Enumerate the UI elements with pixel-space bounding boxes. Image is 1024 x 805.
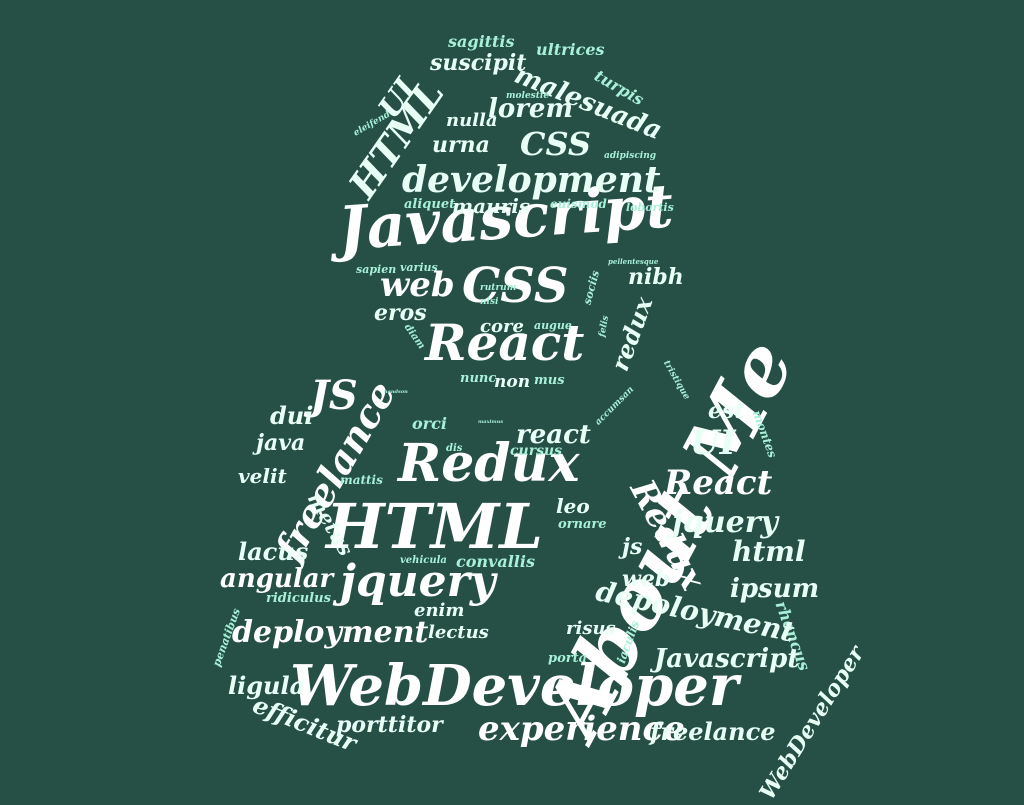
word: deployment [232, 615, 429, 650]
word: handson [384, 389, 408, 395]
word: React [664, 463, 773, 503]
word: non [494, 372, 531, 392]
word: js [622, 534, 643, 560]
word: jquery [340, 556, 496, 607]
word: java [256, 430, 306, 456]
word: sagittis [448, 32, 515, 51]
word: CSS [520, 125, 591, 163]
word: euismod [550, 197, 607, 211]
word: convallis [456, 552, 535, 571]
word: varius [400, 261, 438, 274]
word: ligula [228, 671, 306, 700]
word: vehicula [400, 555, 447, 566]
word: velit [238, 464, 287, 488]
word: porta [548, 651, 588, 666]
word: lorem [488, 94, 573, 124]
word: redux [605, 292, 659, 375]
word: diam [401, 322, 427, 352]
word: Javascript [654, 644, 800, 674]
word: react [516, 420, 591, 450]
word: eros [374, 300, 427, 326]
word: aliquet [404, 197, 456, 212]
word: mattis [340, 473, 383, 487]
word: React [425, 313, 585, 372]
word: CSS [462, 258, 569, 314]
word: nulla [446, 110, 498, 131]
word: dis [446, 443, 463, 454]
word: ipsum [730, 574, 820, 604]
word: jquery [672, 505, 778, 540]
word: risus [566, 618, 616, 639]
word: cursus [510, 443, 563, 459]
word: mauris [452, 194, 531, 218]
word: pellentesque [608, 257, 659, 266]
word: JS [310, 372, 358, 419]
word: rutrum [480, 283, 517, 293]
word-cloud: Javascript development React CSS CSS HTM… [210, 32, 870, 805]
word: felis [597, 314, 612, 338]
word: suscipit [430, 50, 527, 76]
word: dui [270, 401, 314, 430]
word: maximus [478, 419, 504, 425]
word: sociis [580, 269, 603, 306]
word: freelance [650, 717, 776, 746]
word: orci [412, 414, 447, 433]
word: lobortis [626, 201, 674, 214]
word: nunc [460, 371, 497, 386]
word: html [732, 535, 806, 568]
word: sapien [356, 263, 397, 276]
word: adipiscing [604, 151, 657, 161]
word: tristique [660, 358, 692, 402]
word: mus [534, 373, 565, 388]
word: UI [690, 423, 736, 463]
word: enim [414, 600, 465, 621]
word: nibh [628, 264, 684, 290]
word: nisi [480, 297, 499, 307]
word: core [480, 316, 524, 337]
word: lectus [428, 622, 489, 643]
word: Redux [398, 433, 580, 494]
word: development [402, 159, 661, 201]
word: WebDeveloper [290, 653, 739, 719]
word: HTML [326, 490, 543, 563]
word: ornare [558, 517, 607, 532]
word: augue [534, 319, 572, 332]
word: porttitor [336, 712, 443, 738]
word: ridiculus [266, 591, 331, 606]
word: accumsan [593, 384, 637, 428]
word: angular [220, 564, 334, 594]
word: est [708, 398, 745, 424]
word: lacus [238, 537, 309, 566]
word: molestie [506, 91, 550, 101]
word: urna [432, 132, 490, 158]
word: experience [478, 709, 685, 749]
word: web [380, 265, 455, 305]
word: web [622, 566, 671, 592]
word: leo [556, 494, 590, 518]
word: ultrices [536, 40, 605, 59]
